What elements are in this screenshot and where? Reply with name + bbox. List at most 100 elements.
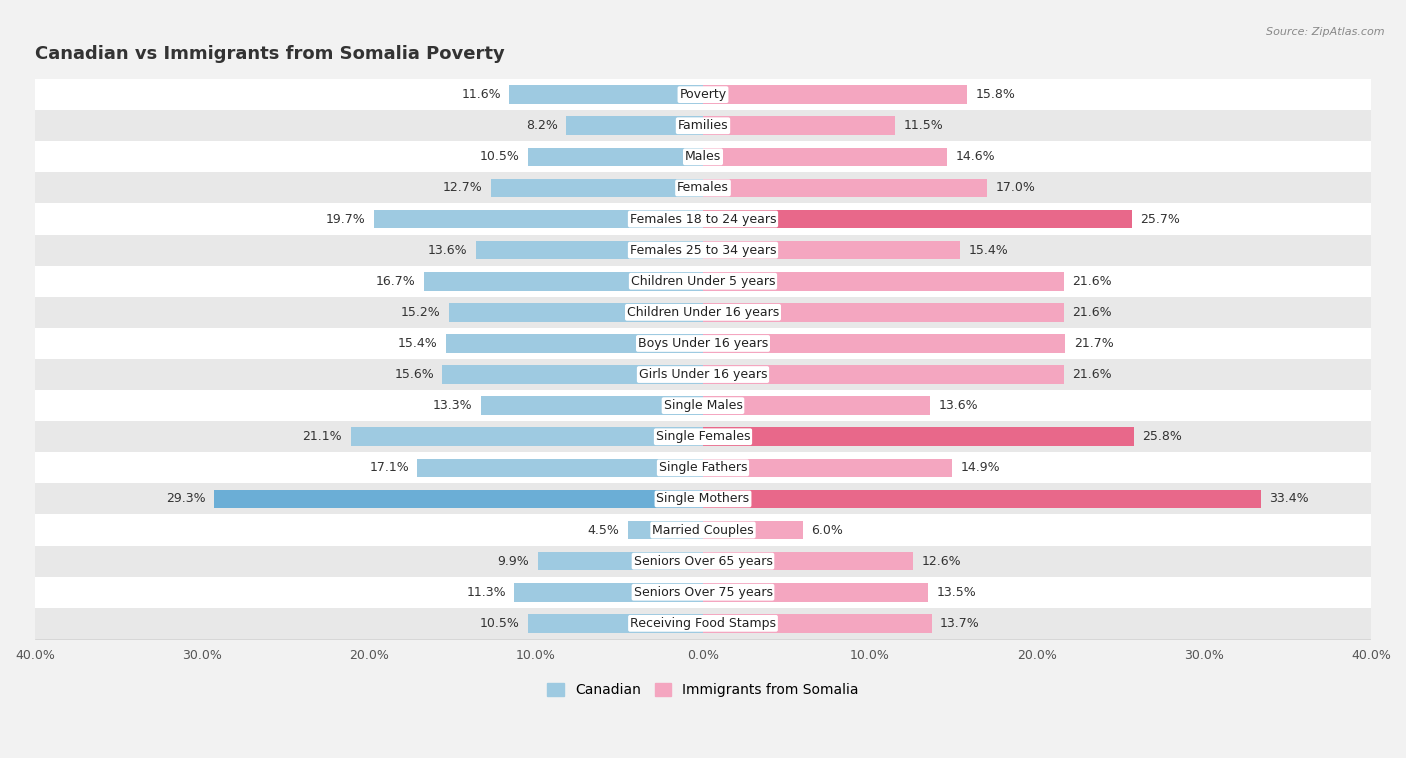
Bar: [35, 266, 1371, 297]
Text: Source: ZipAtlas.com: Source: ZipAtlas.com: [1267, 27, 1385, 36]
Text: 11.5%: 11.5%: [904, 119, 943, 132]
Bar: [703, 583, 928, 602]
Bar: [703, 334, 1066, 352]
Bar: [35, 390, 1371, 421]
Text: 13.6%: 13.6%: [427, 243, 468, 257]
Bar: [703, 552, 914, 571]
Bar: [703, 272, 1064, 290]
Bar: [418, 459, 703, 478]
Bar: [35, 79, 1371, 110]
Bar: [35, 203, 1371, 234]
Bar: [628, 521, 703, 540]
Bar: [475, 241, 703, 259]
Bar: [35, 297, 1371, 328]
Bar: [425, 272, 703, 290]
Text: 9.9%: 9.9%: [498, 555, 529, 568]
Bar: [537, 552, 703, 571]
Bar: [374, 210, 703, 228]
Bar: [350, 428, 703, 446]
Bar: [35, 453, 1371, 484]
Bar: [703, 459, 952, 478]
Text: 10.5%: 10.5%: [479, 617, 519, 630]
Text: 16.7%: 16.7%: [375, 274, 416, 288]
Bar: [703, 179, 987, 197]
Bar: [703, 614, 932, 633]
Text: 8.2%: 8.2%: [526, 119, 558, 132]
Text: Canadian vs Immigrants from Somalia Poverty: Canadian vs Immigrants from Somalia Pove…: [35, 45, 505, 64]
Text: 4.5%: 4.5%: [588, 524, 620, 537]
Bar: [703, 210, 1132, 228]
Text: Boys Under 16 years: Boys Under 16 years: [638, 337, 768, 350]
Bar: [527, 614, 703, 633]
Text: 13.5%: 13.5%: [936, 586, 977, 599]
Text: 13.6%: 13.6%: [938, 399, 979, 412]
Bar: [35, 546, 1371, 577]
Bar: [446, 334, 703, 352]
Text: 25.7%: 25.7%: [1140, 212, 1181, 226]
Bar: [527, 148, 703, 166]
Text: Children Under 5 years: Children Under 5 years: [631, 274, 775, 288]
Text: 29.3%: 29.3%: [166, 493, 205, 506]
Text: Seniors Over 65 years: Seniors Over 65 years: [634, 555, 772, 568]
Text: Single Mothers: Single Mothers: [657, 493, 749, 506]
Text: 25.8%: 25.8%: [1142, 431, 1182, 443]
Bar: [567, 117, 703, 135]
Text: 15.2%: 15.2%: [401, 305, 441, 319]
Text: 11.6%: 11.6%: [461, 88, 501, 101]
Bar: [35, 141, 1371, 172]
Text: Single Fathers: Single Fathers: [659, 462, 747, 475]
Text: Females 18 to 24 years: Females 18 to 24 years: [630, 212, 776, 226]
Text: Females 25 to 34 years: Females 25 to 34 years: [630, 243, 776, 257]
Text: 17.1%: 17.1%: [370, 462, 409, 475]
Bar: [703, 241, 960, 259]
Bar: [509, 86, 703, 104]
Text: Single Females: Single Females: [655, 431, 751, 443]
Bar: [491, 179, 703, 197]
Bar: [515, 583, 703, 602]
Bar: [703, 117, 896, 135]
Text: Families: Families: [678, 119, 728, 132]
Text: 33.4%: 33.4%: [1270, 493, 1309, 506]
Text: 12.7%: 12.7%: [443, 181, 482, 195]
Text: 19.7%: 19.7%: [326, 212, 366, 226]
Text: 14.6%: 14.6%: [955, 150, 995, 163]
Text: 21.7%: 21.7%: [1074, 337, 1114, 350]
Text: 6.0%: 6.0%: [811, 524, 844, 537]
Text: 13.7%: 13.7%: [941, 617, 980, 630]
Bar: [35, 172, 1371, 203]
Bar: [443, 365, 703, 384]
Text: 15.4%: 15.4%: [398, 337, 437, 350]
Text: 21.1%: 21.1%: [302, 431, 342, 443]
Bar: [703, 490, 1261, 509]
Text: Girls Under 16 years: Girls Under 16 years: [638, 368, 768, 381]
Text: 12.6%: 12.6%: [922, 555, 962, 568]
Text: Receiving Food Stamps: Receiving Food Stamps: [630, 617, 776, 630]
Bar: [703, 303, 1064, 321]
Text: 17.0%: 17.0%: [995, 181, 1035, 195]
Text: Children Under 16 years: Children Under 16 years: [627, 305, 779, 319]
Text: 21.6%: 21.6%: [1073, 368, 1112, 381]
Bar: [703, 521, 803, 540]
Text: 15.6%: 15.6%: [394, 368, 434, 381]
Text: 11.3%: 11.3%: [467, 586, 506, 599]
Text: 10.5%: 10.5%: [479, 150, 519, 163]
Bar: [35, 421, 1371, 453]
Text: Married Couples: Married Couples: [652, 524, 754, 537]
Bar: [35, 110, 1371, 141]
Text: Poverty: Poverty: [679, 88, 727, 101]
Bar: [35, 234, 1371, 266]
Bar: [35, 359, 1371, 390]
Bar: [703, 428, 1133, 446]
Bar: [214, 490, 703, 509]
Bar: [481, 396, 703, 415]
Legend: Canadian, Immigrants from Somalia: Canadian, Immigrants from Somalia: [541, 678, 865, 703]
Text: Males: Males: [685, 150, 721, 163]
Text: 21.6%: 21.6%: [1073, 274, 1112, 288]
Bar: [35, 577, 1371, 608]
Text: 15.8%: 15.8%: [976, 88, 1015, 101]
Text: Single Males: Single Males: [664, 399, 742, 412]
Bar: [35, 484, 1371, 515]
Bar: [703, 86, 967, 104]
Bar: [35, 515, 1371, 546]
Text: 21.6%: 21.6%: [1073, 305, 1112, 319]
